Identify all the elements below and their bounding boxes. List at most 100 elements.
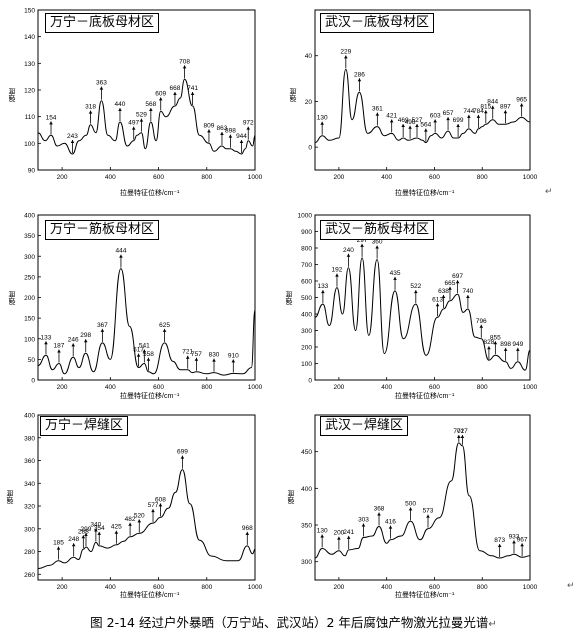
peak-arrow [56,546,61,550]
peak-label: 668 [170,85,181,92]
y-tick-label: 700 [301,262,312,269]
y-tick-label: 90 [28,168,36,175]
peak-label: 830 [209,352,220,359]
peak-label: 498 [405,119,416,126]
y-tick-label: 150 [24,8,35,15]
peak-label: 248 [68,536,79,543]
peak-label: 638 [438,288,449,295]
y-tick-label: 150 [24,316,35,323]
panel-wanning-base: 200 400 600 800 1000 90 100 110 120 130 140 150 154 2… [0,0,290,205]
spectrum-chart-wanning-rib: 200 400 600 800 1000 0 50 100 150 200 250 300 350 400… [24,213,262,392]
peak-label: 844 [487,99,498,106]
y-tick-label: 450 [301,449,312,456]
peak-label: 708 [179,58,190,65]
y-tick-label: 400 [24,213,35,220]
peak-label: 520 [134,512,145,519]
y-tick-label: 20 [305,99,313,106]
peak-label: 744 [463,108,474,115]
peak-arrow [460,435,465,438]
peak-label: 573 [423,508,434,515]
peak-arrow [476,114,481,118]
chart-title: 万宁－底板母材区 [45,13,160,33]
y-tick-label: 0 [31,378,35,385]
peak-arrow [131,126,136,130]
peak-arrow [346,535,351,539]
peak-label: 360 [372,239,383,246]
peak-label: 192 [332,267,343,274]
peak-arrow [357,78,362,82]
peak-arrow [337,536,341,540]
peak-arrow [149,108,153,111]
peak-label: 363 [96,80,107,87]
y-tick-label: 100 [301,361,312,368]
chart-title: 万宁－筋板母材区 [45,220,160,240]
peak-label: 717 [457,428,468,435]
peak-arrow [320,121,324,125]
peak-arrow [393,276,397,280]
peak-arrow [185,355,190,359]
peak-arrow [516,347,520,351]
peak-arrow [158,503,163,507]
peak-label: 855 [490,334,501,341]
peak-label: 968 [242,525,253,532]
peak-label: 133 [41,334,52,341]
y-tick-label: 50 [28,357,36,364]
peak-label: 200 [333,530,344,537]
x-tick-label: 400 [381,584,392,591]
panel-wuhan-base: 200 400 600 800 1000 0 20 40 130 229 286 361 421 469 4… [275,0,587,205]
x-tick-label: 600 [153,384,164,391]
peak-label: 522 [410,283,421,290]
peak-label: 354 [94,525,105,532]
peak-arrow [139,118,144,122]
spectrum-chart-wuhan-rib: 200 400 600 800 1000 0 100 200 300 400 500 600 700 80… [298,213,538,392]
peak-label: 318 [85,104,96,111]
chart-title: 武汉－焊缝区 [320,416,409,436]
peak-arrow [84,533,88,536]
peak-label: 435 [390,270,401,277]
y-tick-label: 300 [24,254,35,261]
peak-label: 421 [386,112,397,119]
peak-arrow [190,92,195,95]
peak-label: 529 [136,112,147,119]
peak-label: 288 [78,528,89,535]
spectrum-chart-wanning-base: 200 400 600 800 1000 90 100 110 120 130 140 150 154 2… [24,8,263,182]
x-tick-label: 600 [429,174,440,181]
y-tick-label: 0 [308,378,312,385]
return-mark: ↵ [545,186,553,196]
y-tick-label: 900 [301,229,312,236]
peak-label: 944 [236,133,247,140]
y-tick-label: 130 [24,61,35,68]
peak-arrow [388,525,393,529]
spectrum-line [37,78,256,155]
y-tick-label: 100 [24,336,35,343]
peak-arrow [220,132,224,135]
y-tick-label: 320 [24,504,35,511]
peak-arrow [467,114,471,118]
x-tick-label: 1000 [523,584,538,591]
x-tick-label: 1000 [248,174,263,181]
peak-label: 241 [343,529,354,536]
peak-arrow [118,108,122,111]
peak-arrow [519,103,524,107]
x-tick-label: 800 [477,384,488,391]
y-axis-label: 强度 [288,490,295,504]
peak-arrow [151,509,155,513]
peak-arrow [180,455,185,459]
peak-label: 527 [412,117,423,124]
peak-label: 965 [516,96,527,103]
peak-label: 444 [116,248,127,255]
peak-arrow [231,359,236,363]
peak-label: 482 [125,516,136,523]
peak-arrow [207,129,211,133]
peak-arrow [335,273,339,277]
peak-label: 721 [182,349,193,356]
plot-frame [37,414,256,581]
x-tick-label: 200 [57,584,68,591]
y-axis-label: 强度 [9,88,16,102]
peak-label: 440 [115,101,126,108]
peak-arrow [57,349,61,353]
peak-label: 577 [148,502,159,509]
peak-arrow [441,295,446,299]
peak-label: 299 [81,526,92,533]
peak-label: 815 [480,103,491,110]
